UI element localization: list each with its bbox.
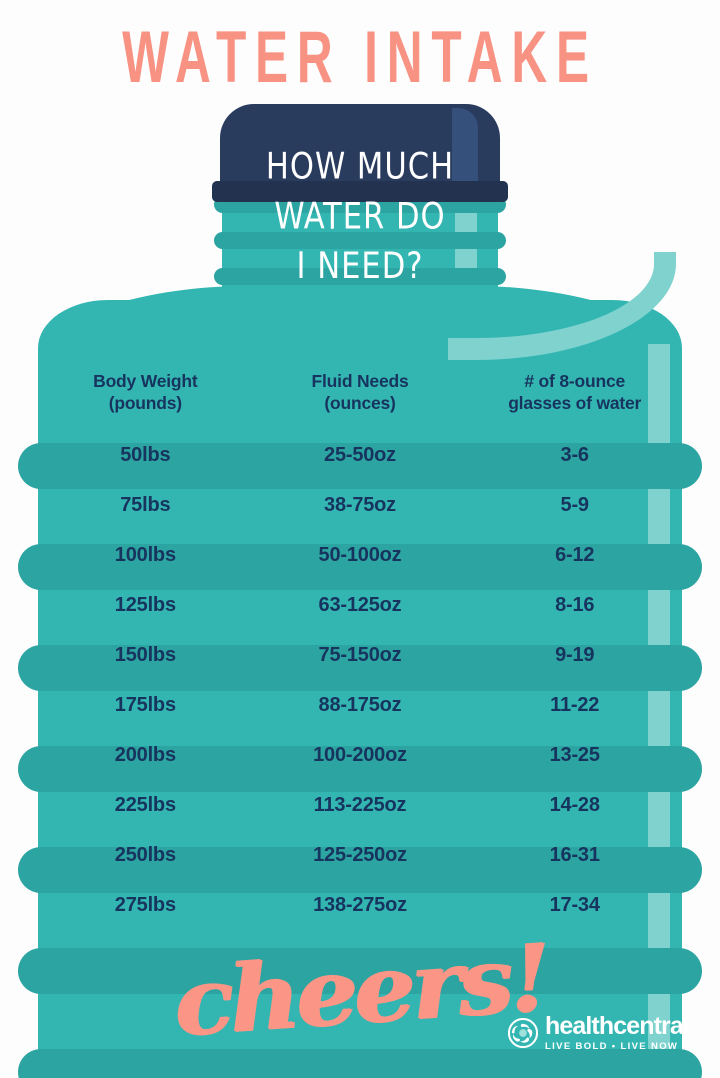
cell-body-weight: 150lbs [114, 643, 176, 666]
cell-body-weight: 200lbs [114, 743, 176, 766]
cell-fluid-needs: 50-100oz [318, 543, 402, 566]
table-row: 200lbs 100-200oz 13-25 [38, 730, 682, 780]
cell-glasses: 11-22 [550, 693, 600, 716]
table-row: 275lbs 138-275oz 17-34 [38, 880, 682, 930]
table-row: 150lbs 75-150oz 9-19 [38, 630, 682, 680]
cell-body-weight: 50lbs [120, 443, 171, 466]
bottle-ridge [18, 746, 702, 792]
cell-glasses: 16-31 [549, 843, 600, 866]
bottle-cap-band [212, 181, 508, 202]
cell-fluid-needs: 138-275oz [313, 893, 407, 916]
column-header-line-2: glasses of water [508, 393, 642, 413]
table-row: 250lbs 125-250oz 16-31 [38, 830, 682, 880]
bottle-ridge [18, 847, 702, 893]
column-header-fluid-needs: Fluid Needs (ounces) [253, 366, 468, 414]
subtitle-line-2: WATER DO [274, 194, 446, 239]
cell-body-weight: 175lbs [114, 693, 176, 716]
cell-glasses: 6-12 [555, 543, 595, 566]
column-header-glasses: # of 8-ounce glasses of water [467, 366, 682, 414]
subtitle: HOW MUCH WATER DO I NEED? [0, 142, 720, 291]
subtitle-line-3: I NEED? [296, 244, 424, 288]
bottle-ridge [18, 544, 702, 590]
column-header-line-2: (ounces) [324, 393, 396, 413]
bottle-ridge [18, 443, 702, 489]
table-row: 50lbs 25-50oz 3-6 [38, 430, 682, 480]
cell-body-weight: 75lbs [120, 493, 171, 516]
cell-fluid-needs: 88-175oz [318, 693, 402, 716]
cell-glasses: 9-19 [555, 643, 595, 666]
table-header-row: Body Weight (pounds) Fluid Needs (ounces… [38, 366, 682, 430]
bottle-ridge [18, 1049, 702, 1078]
bottle-thread-ridge [214, 232, 506, 249]
table-row: 225lbs 113-225oz 14-28 [38, 780, 682, 830]
bottle-ridge [18, 948, 702, 994]
table-row: 100lbs 50-100oz 6-12 [38, 530, 682, 580]
cell-glasses: 13-25 [549, 743, 600, 766]
cell-body-weight: 125lbs [114, 593, 176, 616]
cell-glasses: 5-9 [560, 493, 590, 516]
column-header-line-2: (pounds) [108, 393, 182, 413]
cell-fluid-needs: 100-200oz [313, 743, 407, 766]
table-row: 175lbs 88-175oz 11-22 [38, 680, 682, 730]
logo-tagline: LIVE BOLD • LIVE NOW [545, 1041, 679, 1052]
bottle-cap-highlight [452, 108, 478, 192]
page-title: WATER INTAKE [122, 17, 598, 99]
table-row: 75lbs 38-75oz 5-9 [38, 480, 682, 530]
cell-fluid-needs: 38-75oz [324, 493, 396, 516]
cell-fluid-needs: 113-225oz [313, 793, 407, 816]
table-row: 125lbs 63-125oz 8-16 [38, 580, 682, 630]
cell-fluid-needs: 63-125oz [318, 593, 402, 616]
aperture-icon [507, 1017, 539, 1048]
bottle-ridge [18, 645, 702, 691]
logo-text-block: healthcentral LIVE BOLD • LIVE NOW [545, 1012, 690, 1052]
healthcentral-logo[interactable]: healthcentral LIVE BOLD • LIVE NOW [507, 1012, 690, 1052]
cell-fluid-needs: 75-150oz [318, 643, 402, 666]
column-header-line-1: Fluid Needs [311, 371, 409, 391]
bottle-body-highlight [648, 344, 670, 1078]
cell-body-weight: 275lbs [114, 893, 176, 916]
column-header-body-weight: Body Weight (pounds) [38, 366, 253, 414]
cell-glasses: 8-16 [555, 593, 595, 616]
column-header-line-1: # of 8-ounce [524, 371, 626, 391]
cell-body-weight: 225lbs [114, 793, 176, 816]
logo-wordmark: healthcentral [545, 1012, 690, 1040]
cell-glasses: 17-34 [549, 893, 600, 916]
cell-glasses: 3-6 [560, 443, 590, 466]
subtitle-line-1: HOW MUCH [265, 145, 455, 189]
cell-fluid-needs: 25-50oz [324, 443, 396, 466]
water-intake-table: Body Weight (pounds) Fluid Needs (ounces… [38, 366, 682, 930]
cell-fluid-needs: 125-250oz [313, 843, 407, 866]
column-header-line-1: Body Weight [93, 371, 198, 391]
cell-glasses: 14-28 [549, 793, 600, 816]
cell-body-weight: 250lbs [114, 843, 176, 866]
bottle-thread-ridge [214, 268, 506, 285]
cell-body-weight: 100lbs [114, 543, 176, 566]
